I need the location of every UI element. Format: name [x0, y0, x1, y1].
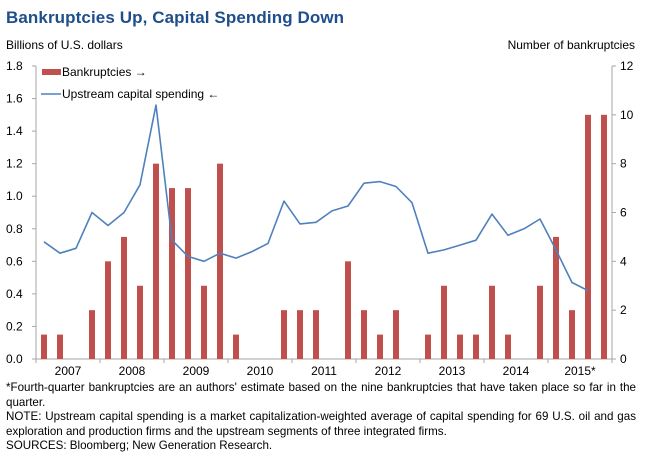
- bar-bankruptcies: [169, 188, 175, 359]
- bar-bankruptcies: [217, 163, 223, 359]
- legend-swatch-bankruptcies: [42, 69, 61, 75]
- note: NOTE: Upstream capital spending is a mar…: [6, 410, 636, 438]
- chart-area: 0.0 0.2 0.4 0.6 0.8 1.0 1.2 1.4 1.6 1.8 0 2 4 6 8 10 12 2…: [6, 59, 634, 378]
- bar-bankruptcies: [137, 285, 143, 359]
- bar-bankruptcies: [457, 334, 463, 359]
- x-tick-label: 2009: [183, 364, 210, 378]
- y-left-tick-label: 1.2: [6, 157, 23, 171]
- bar-bankruptcies: [41, 334, 47, 359]
- y-left-tick-label: 1.8: [6, 59, 23, 73]
- bar-bankruptcies: [121, 236, 127, 359]
- legend-label-capital-spending: Upstream capital spending ←: [62, 87, 219, 101]
- bar-bankruptcies: [377, 334, 383, 359]
- bar-bankruptcies: [553, 236, 559, 359]
- bar-bankruptcies: [425, 334, 431, 359]
- bar-bankruptcies: [345, 261, 351, 359]
- chart-notes: *Fourth-quarter bankruptcies are an auth…: [6, 381, 636, 454]
- line-capital-spending: [43, 104, 589, 292]
- bar-bankruptcies: [393, 310, 399, 359]
- y-right-tick-label: 6: [620, 206, 627, 220]
- bar-bankruptcies: [281, 310, 287, 359]
- x-tick-label: 2015*: [564, 364, 596, 378]
- bar-bankruptcies: [297, 310, 303, 359]
- bar-bankruptcies: [569, 310, 575, 359]
- bar-bankruptcies: [505, 334, 511, 359]
- y-left-tick-label: 0.2: [6, 319, 23, 333]
- bar-bankruptcies: [57, 334, 63, 359]
- y-right-tick-label: 0: [620, 352, 627, 366]
- sources: SOURCES: Bloomberg; New Generation Resea…: [6, 439, 273, 452]
- bar-bankruptcies: [537, 285, 543, 359]
- y-left-tick-label: 0.4: [6, 287, 23, 301]
- y-right-tick-label: 4: [620, 254, 627, 268]
- y-left-tick-label: 1.6: [6, 92, 23, 106]
- x-tick-label: 2008: [119, 364, 146, 378]
- bar-bankruptcies: [441, 285, 447, 359]
- footnote: *Fourth-quarter bankruptcies are an auth…: [6, 381, 636, 409]
- y-left-tick-label: 1.0: [6, 189, 23, 203]
- y-axis-right-label: Number of bankruptcies: [507, 38, 635, 52]
- x-tick-label: 2010: [247, 364, 274, 378]
- legend: Bankruptcies → Upstream capital spending…: [41, 65, 219, 101]
- y-left-tick-label: 0.8: [6, 222, 23, 236]
- y-right-tick-label: 2: [620, 303, 627, 317]
- x-tick-label: 2014: [503, 364, 530, 378]
- x-tick-label: 2011: [311, 364, 337, 378]
- bar-bankruptcies: [585, 114, 591, 359]
- bar-bankruptcies: [489, 285, 495, 359]
- bankruptcies-bars: [41, 114, 607, 359]
- bar-bankruptcies: [313, 310, 319, 359]
- bar-bankruptcies: [473, 334, 479, 359]
- y-axis-left-label: Billions of U.S. dollars: [6, 38, 123, 52]
- y-right-tick-label: 12: [620, 59, 634, 73]
- x-tick-label: 2013: [439, 364, 466, 378]
- y-right-tick-label: 8: [620, 157, 627, 171]
- bar-bankruptcies: [89, 310, 95, 359]
- axes: 0.0 0.2 0.4 0.6 0.8 1.0 1.2 1.4 1.6 1.8 0 2 4 6 8 10 12 2…: [6, 59, 634, 378]
- x-tick-label: 2012: [375, 364, 402, 378]
- legend-label-bankruptcies: Bankruptcies →: [62, 65, 147, 79]
- bar-bankruptcies: [601, 114, 607, 359]
- bar-bankruptcies: [105, 261, 111, 359]
- y-left-tick-label: 1.4: [6, 124, 23, 138]
- x-tick-label: 2007: [55, 364, 82, 378]
- bar-bankruptcies: [185, 188, 191, 359]
- capital-spending-line: [43, 104, 589, 292]
- chart-title: Bankruptcies Up, Capital Spending Down: [6, 8, 345, 27]
- bar-bankruptcies: [233, 334, 239, 359]
- y-left-tick-label: 0.6: [6, 254, 23, 268]
- bar-bankruptcies: [201, 285, 207, 359]
- bar-bankruptcies: [361, 310, 367, 359]
- y-right-tick-label: 10: [620, 108, 634, 122]
- bar-bankruptcies: [153, 163, 159, 359]
- y-left-tick-label: 0.0: [6, 352, 23, 366]
